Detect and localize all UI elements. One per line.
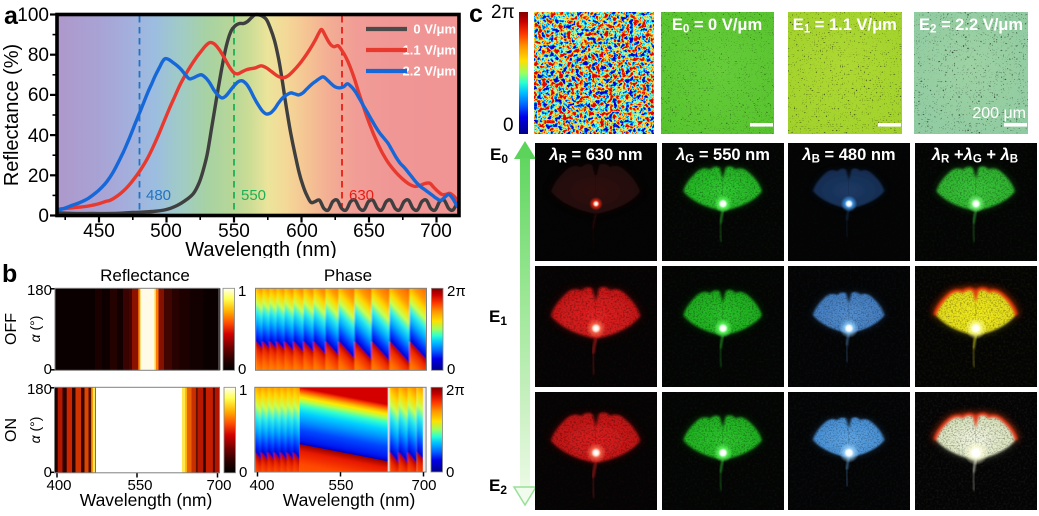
svg-text:2π: 2π: [446, 382, 465, 399]
svg-text:700: 700: [420, 221, 452, 242]
svg-text:450: 450: [83, 221, 115, 242]
svg-text:0 V/μm: 0 V/μm: [413, 22, 456, 37]
svg-text:600: 600: [286, 221, 318, 242]
svg-text:480: 480: [146, 187, 171, 204]
svg-text:Wavelength (nm): Wavelength (nm): [185, 239, 337, 258]
svg-text:200 μm: 200 μm: [972, 105, 1026, 122]
svg-text:0: 0: [44, 464, 52, 481]
svg-text:Wavelength (nm): Wavelength (nm): [80, 490, 213, 510]
svg-text:ON: ON: [3, 418, 20, 442]
svg-text:180: 180: [27, 381, 52, 398]
svg-text:a: a: [4, 2, 19, 30]
svg-text:1: 1: [239, 382, 247, 399]
svg-text:700: 700: [411, 477, 436, 494]
svg-text:1.1 V/μm: 1.1 V/μm: [403, 43, 456, 58]
svg-text:0: 0: [44, 361, 52, 378]
svg-text:180: 180: [27, 282, 52, 299]
svg-text:Reflectance (%): Reflectance (%): [1, 44, 23, 186]
svg-text:2π: 2π: [447, 283, 466, 300]
svg-text:550: 550: [328, 477, 353, 494]
svg-text:40: 40: [28, 126, 49, 147]
svg-text:α (°): α (°): [27, 316, 43, 343]
svg-text:630: 630: [349, 187, 374, 204]
svg-text:700: 700: [206, 477, 231, 494]
svg-text:1: 1: [238, 283, 246, 300]
svg-text:550: 550: [218, 221, 250, 242]
svg-text:550: 550: [127, 477, 152, 494]
svg-text:Phase: Phase: [324, 266, 372, 285]
svg-text:α (°): α (°): [27, 417, 43, 444]
svg-text:0: 0: [239, 464, 247, 481]
svg-text:b: b: [2, 260, 17, 288]
svg-text:400: 400: [249, 477, 274, 494]
svg-text:0: 0: [447, 361, 455, 378]
svg-text:Wavelength (nm): Wavelength (nm): [283, 490, 416, 510]
svg-text:100: 100: [17, 5, 49, 26]
svg-text:500: 500: [150, 221, 182, 242]
svg-text:60: 60: [28, 85, 49, 106]
svg-text:0: 0: [446, 464, 454, 481]
svg-text:0: 0: [38, 206, 49, 227]
svg-text:2.2 V/μm: 2.2 V/μm: [403, 64, 456, 79]
svg-text:400: 400: [46, 477, 71, 494]
svg-text:80: 80: [28, 45, 49, 66]
svg-text:OFF: OFF: [3, 313, 20, 345]
svg-text:650: 650: [353, 221, 385, 242]
svg-text:550: 550: [241, 187, 266, 204]
svg-text:Reflectance: Reflectance: [100, 266, 190, 285]
svg-text:0: 0: [238, 361, 246, 378]
svg-text:20: 20: [28, 166, 49, 187]
